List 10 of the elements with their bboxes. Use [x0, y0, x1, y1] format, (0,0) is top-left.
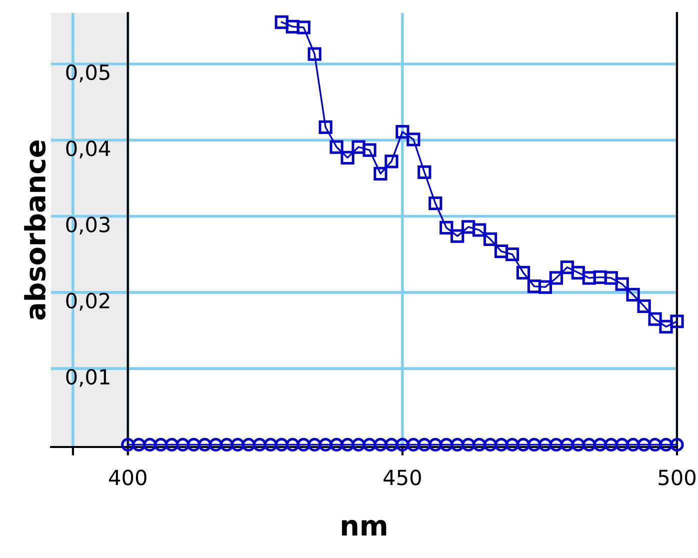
y-tick-label: 0,01	[66, 368, 110, 387]
x-tick-label: 450	[384, 470, 421, 486]
x-axis-title: nm	[342, 520, 386, 536]
x-tick-label: 500	[658, 470, 696, 486]
y-tick-label: 0,02	[66, 292, 110, 311]
y-tick-label: 0,05	[66, 64, 110, 82]
y-axis-title: absorbance	[24, 140, 46, 320]
y-tick-label: 0,03	[66, 216, 110, 235]
y-tick-label: 0,04	[66, 140, 110, 158]
x-tick-label: 400	[109, 470, 146, 486]
